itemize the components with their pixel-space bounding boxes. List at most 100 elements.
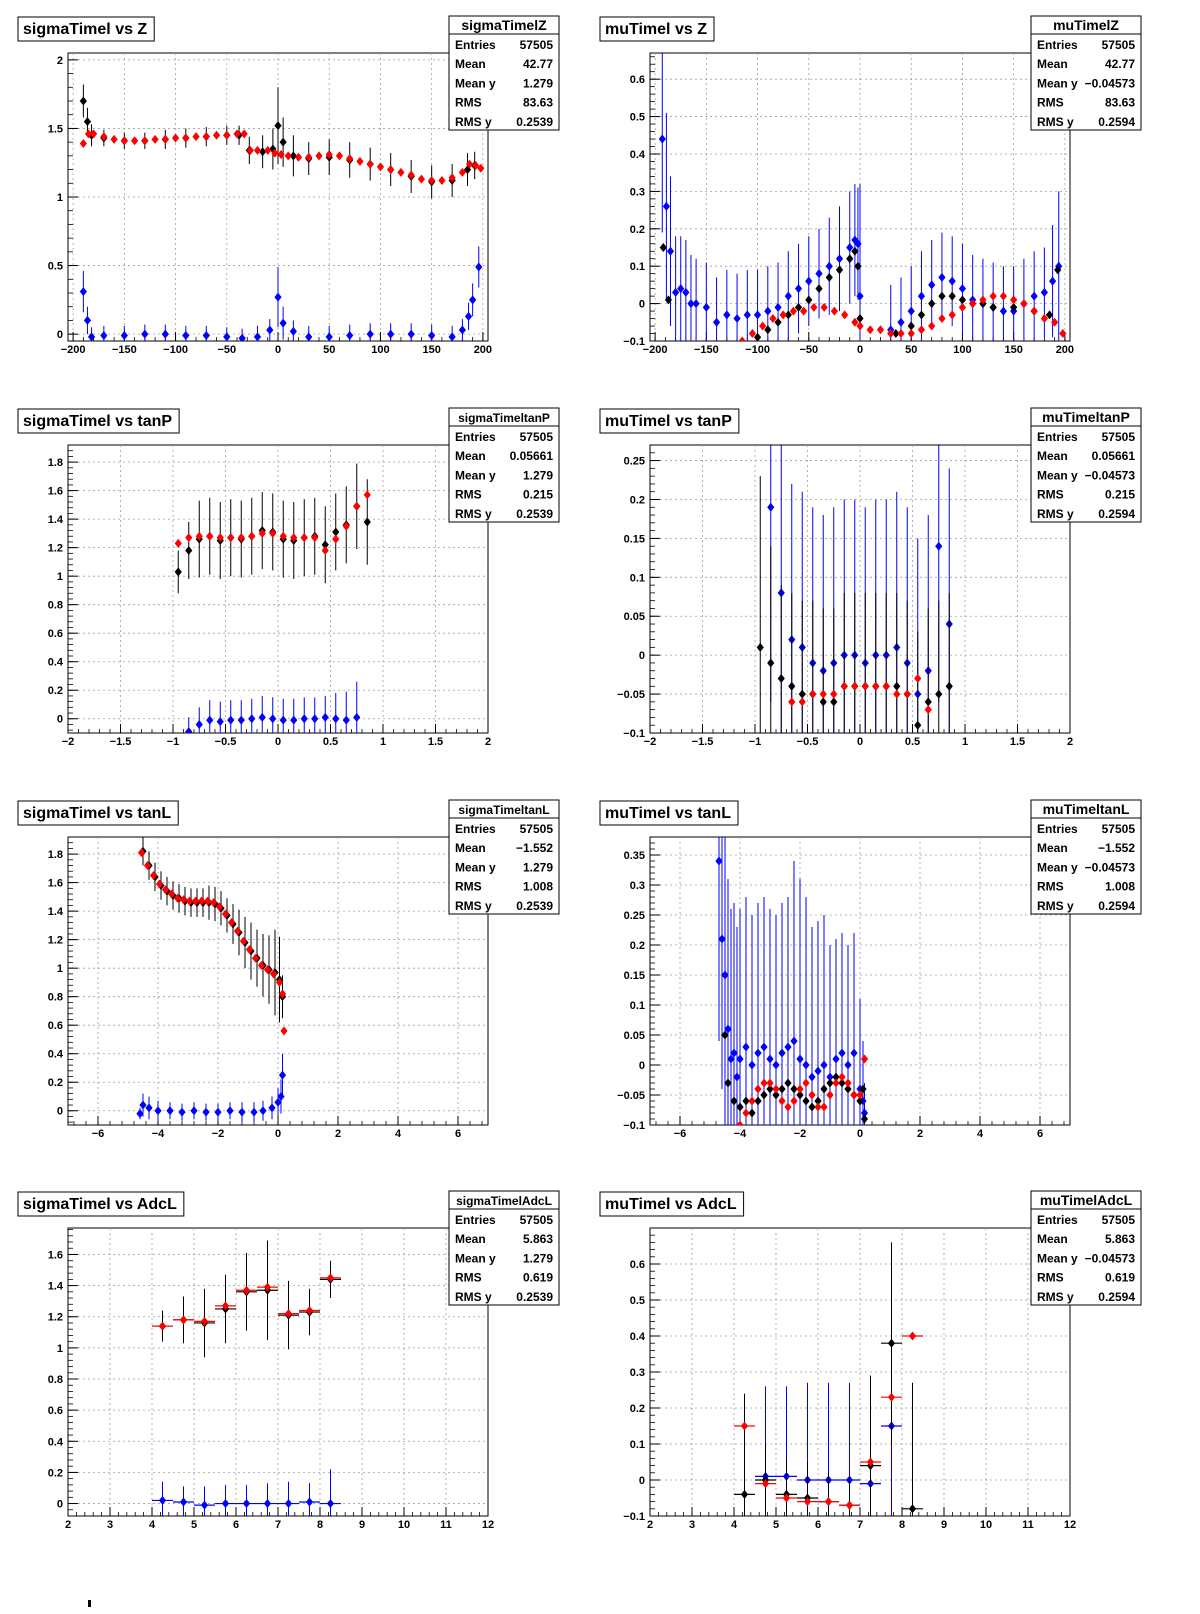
- x-tick-label: −50: [799, 344, 818, 356]
- data-point-red: [174, 538, 182, 548]
- data-point-blue: [715, 856, 723, 866]
- x-tick-label: −0.5: [797, 736, 819, 748]
- series-blue: [136, 1053, 287, 1123]
- y-tick-label: 0.8: [48, 992, 63, 1004]
- data-point-red: [269, 969, 278, 979]
- stats-value: 0.2539: [516, 507, 553, 521]
- data-point-black: [724, 1078, 732, 1088]
- stats-label: Mean: [455, 449, 486, 463]
- stats-label: RMS y: [1037, 507, 1074, 521]
- stats-box: sigmaTimelZ Entries 57505 Mean 42.77 Mean y 1.…: [448, 15, 560, 131]
- stats-value: 1.008: [1105, 880, 1135, 894]
- data-point-red: [79, 139, 87, 149]
- y-tick-label: 0.4: [48, 657, 64, 669]
- data-point-blue: [742, 1042, 750, 1052]
- chart-title-text: sigmaTimel vs AdcL: [23, 1196, 177, 1213]
- y-tick-label: 0: [639, 1475, 645, 1487]
- stats-box: sigmaTimeltanP Entries 57505 Mean 0.05661 Mea…: [448, 407, 560, 523]
- data-point-red: [866, 325, 874, 335]
- chart-title-box: [599, 800, 739, 826]
- x-tick-label: −50: [217, 344, 236, 356]
- stats-value: 0.2539: [516, 899, 553, 913]
- data-layer: [174, 463, 371, 733]
- data-point-black: [784, 310, 792, 320]
- data-point-blue: [826, 1072, 834, 1082]
- data-point-red: [1030, 306, 1038, 316]
- data-point-blue: [161, 329, 169, 339]
- data-point-red: [796, 1084, 804, 1094]
- data-point-blue: [856, 291, 864, 301]
- data-layer: [152, 1240, 341, 1516]
- data-point-red: [841, 310, 849, 320]
- chart-title: muTimel vs tanL: [599, 800, 739, 826]
- x-tick-label: 11: [1022, 1519, 1034, 1531]
- x-tick-label: 0.5: [323, 736, 338, 748]
- y-tick-label: 0.1: [630, 1000, 645, 1012]
- x-tick-label: 2: [65, 1519, 71, 1531]
- stats-box-frame: [1030, 1190, 1142, 1306]
- x-tick-label: 6: [1037, 1128, 1043, 1140]
- data-point-red: [84, 129, 93, 139]
- data-point-black: [788, 681, 796, 691]
- stats-value: −1.552: [1098, 841, 1135, 855]
- stats-label: RMS: [455, 96, 482, 110]
- x-tick-label: 0: [275, 736, 281, 748]
- data-point-red: [284, 1309, 293, 1319]
- stats-label: RMS: [1037, 1271, 1064, 1285]
- y-tick-label: −0.1: [623, 1120, 645, 1132]
- series-red: [734, 1331, 923, 1510]
- data-point-blue: [145, 1103, 153, 1113]
- stats-value: 0.2539: [516, 1290, 553, 1304]
- data-point-blue: [805, 276, 813, 286]
- data-point-blue: [221, 1499, 230, 1509]
- y-tick-label: −0.1: [623, 728, 645, 740]
- data-point-red: [882, 681, 890, 691]
- stats-value: 0.619: [523, 1271, 553, 1285]
- x-tick-label: −0.5: [215, 736, 237, 748]
- y-tick-label: 1: [57, 1343, 63, 1355]
- data-point-black: [935, 689, 943, 699]
- data-point-black: [945, 681, 953, 691]
- data-point-red: [342, 521, 350, 531]
- data-point-black: [774, 317, 782, 327]
- x-tick-label: 0: [857, 344, 863, 356]
- data-point-blue: [844, 1060, 852, 1070]
- data-point-black: [893, 681, 901, 691]
- chart-title-box: [599, 408, 740, 434]
- stats-label: RMS: [455, 1271, 482, 1285]
- data-point-red: [851, 681, 859, 691]
- data-point-red: [137, 848, 146, 858]
- data-point-red: [173, 893, 182, 903]
- stats-box-name: muTimelAdcL: [1040, 1192, 1133, 1208]
- data-point-black: [846, 254, 854, 264]
- data-point-red: [798, 697, 806, 707]
- data-point-red: [465, 159, 474, 169]
- stats-label: Mean: [455, 57, 486, 71]
- stats-value: 1.279: [523, 1251, 553, 1265]
- stats-label: RMS y: [455, 899, 492, 913]
- x-tick-label: 0: [857, 1128, 863, 1140]
- data-point-red: [876, 325, 885, 335]
- data-point-red: [814, 1102, 822, 1112]
- data-point-black: [790, 1084, 798, 1094]
- stats-value: 83.63: [523, 96, 553, 110]
- data-point-red: [999, 291, 1008, 301]
- data-point-blue: [935, 541, 943, 551]
- data-point-red: [958, 302, 967, 312]
- data-point-blue: [897, 317, 905, 327]
- data-point-red: [192, 132, 200, 142]
- x-tick-label: 9: [359, 1519, 365, 1531]
- data-point-red: [141, 136, 149, 146]
- data-point-blue: [250, 1107, 258, 1117]
- data-point-black: [279, 137, 287, 147]
- data-point-red: [200, 1316, 209, 1326]
- data-point-blue: [274, 1097, 282, 1107]
- data-point-red: [185, 533, 193, 543]
- x-tick-label: 2: [917, 1128, 923, 1140]
- plot-frame: [649, 444, 1071, 734]
- data-point-blue: [448, 332, 456, 341]
- data-point-black: [914, 720, 922, 730]
- y-tick-label: 1.4: [48, 1281, 64, 1293]
- data-point-blue: [353, 712, 361, 722]
- chart-title: muTimel vs AdcL: [599, 1191, 745, 1217]
